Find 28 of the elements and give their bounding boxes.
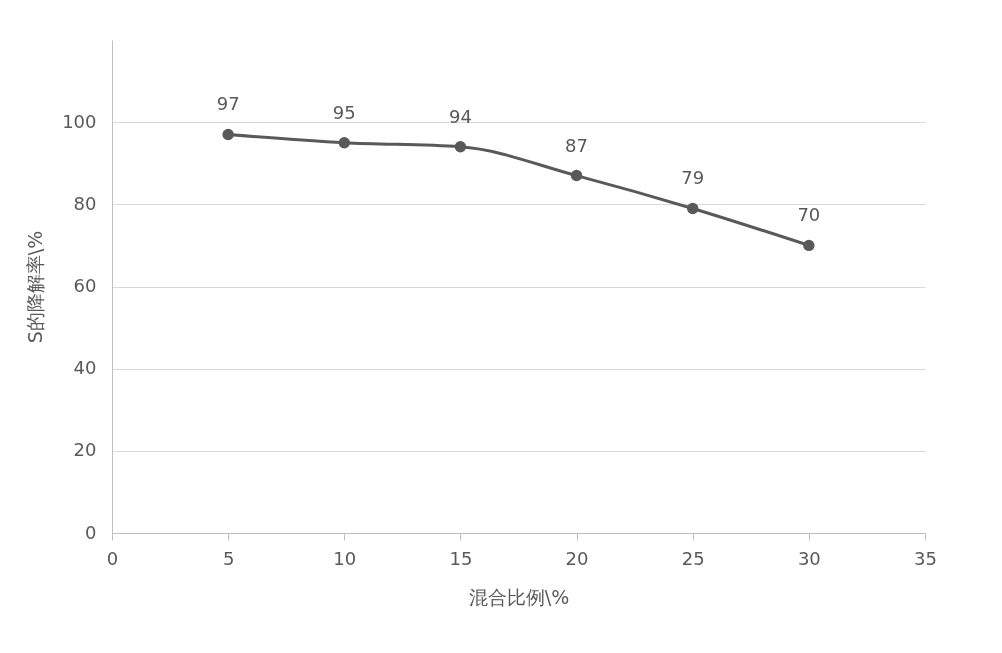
x-tick-label: 20 — [565, 547, 589, 569]
data-label: 97 — [216, 93, 240, 115]
point — [222, 128, 234, 141]
x-tick-label: 25 — [681, 547, 705, 569]
x-tick-label: 35 — [914, 547, 937, 569]
data-label: 95 — [332, 101, 356, 123]
x-tick-label: 0 — [106, 547, 119, 569]
y-tick-label: 40 — [73, 357, 97, 379]
point — [803, 239, 815, 252]
y-tick-label: 0 — [85, 521, 97, 543]
x-tick-label: 5 — [222, 547, 235, 569]
x-axis-title: 混合比例\% — [468, 585, 570, 608]
data-label: 87 — [565, 134, 589, 156]
y-tick-label: 20 — [73, 439, 97, 461]
point — [687, 202, 699, 215]
y-axis-title: S的降解率\% — [24, 230, 47, 344]
point — [338, 137, 350, 149]
y-tick-label: 80 — [73, 192, 97, 214]
point — [454, 141, 467, 153]
x-tick-label: 15 — [449, 547, 473, 569]
data-label: 70 — [797, 204, 821, 226]
data-label: 79 — [681, 167, 705, 189]
x-tick-label: 10 — [333, 547, 357, 569]
data-label: 94 — [448, 105, 472, 127]
x-tick-label: 30 — [797, 547, 821, 569]
y-tick-label: 60 — [73, 275, 97, 296]
y-tick-label: 100 — [62, 110, 97, 132]
point — [570, 169, 583, 182]
